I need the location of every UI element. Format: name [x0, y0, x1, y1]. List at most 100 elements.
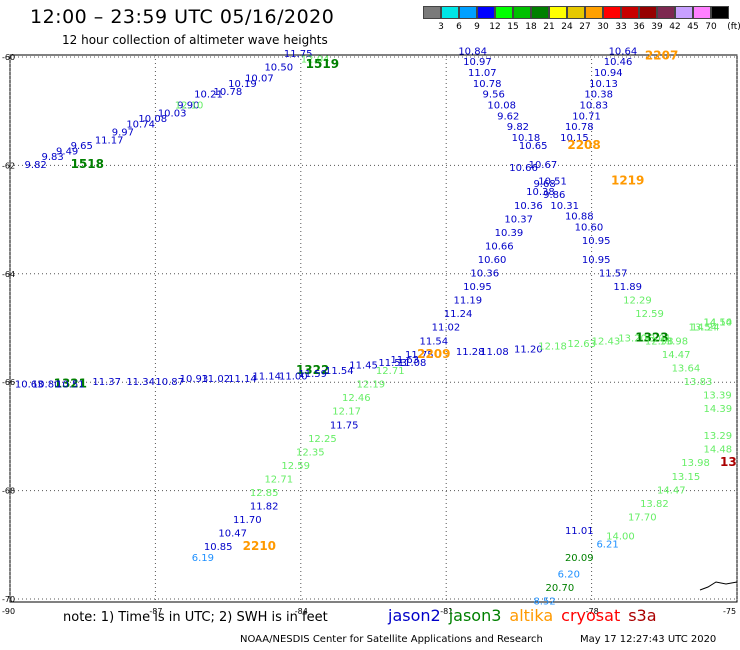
legend-swatch — [621, 6, 639, 19]
wave-height-label: 13.20 — [618, 334, 647, 345]
wave-height-label: 14.48 — [704, 445, 733, 456]
wave-height-label: 9.65 — [71, 141, 93, 152]
wave-height-label: 10.63 — [15, 380, 44, 391]
wave-height-label: 10.15 — [560, 133, 589, 144]
wave-height-label: 11.89 — [613, 282, 642, 293]
pass-id-label: 13 — [720, 455, 737, 469]
wave-height-label: 11.75 — [405, 350, 434, 361]
wave-height-label: 9.68 — [533, 179, 555, 190]
legend-swatch — [657, 6, 675, 19]
wave-height-label: 10.31 — [550, 201, 579, 212]
coastline — [699, 581, 738, 591]
lon-tick-label: -87 — [149, 607, 162, 616]
wave-height-label: 10.60 — [575, 222, 604, 233]
wave-height-label: 10.65 — [519, 141, 548, 152]
legend-swatch — [675, 6, 693, 19]
wave-height-label: 12.17 — [332, 407, 361, 418]
wave-height-label: 11.45 — [349, 361, 378, 372]
wave-height-label: 14.50 — [704, 317, 733, 328]
legend-swatch — [711, 6, 729, 19]
wave-height-label: 10.95 — [463, 282, 492, 293]
wave-height-label: 14.39 — [704, 404, 733, 415]
axis-labels: -60 -62 -64 -66 -68 -70 -90 -87 -84 -81 -78 -75 — [2, 53, 736, 616]
wave-height-label: 11.14 — [228, 374, 257, 385]
lat-tick-label: -70 — [2, 595, 15, 604]
wave-height-label: 11.20 — [514, 344, 543, 355]
legend-label: 18 — [525, 22, 537, 32]
wave-height-label: 11.08 — [480, 347, 509, 358]
wave-height-label: 10.88 — [565, 212, 594, 223]
wave-height-label: 10.66 — [509, 163, 538, 174]
track-labels: 9.829.839.499.65 11.179.9710.7410.0810.03… — [15, 46, 737, 607]
wave-height-label: 11.08 — [398, 358, 427, 369]
wave-height-label: 10.37 — [504, 214, 533, 225]
pass-id-label: 1219 — [611, 173, 644, 187]
wave-height-label: 12.29 — [623, 296, 652, 307]
wave-height-label: 11.34 — [126, 377, 155, 388]
pass-id-label: 2209 — [417, 347, 450, 361]
wave-height-label: 10.78 — [565, 122, 594, 133]
wave-height-label: 12.19 — [357, 380, 386, 391]
wave-height-label: 14.47 — [662, 350, 691, 361]
wave-height-label: 10.50 — [264, 63, 293, 74]
wave-height-label: 12.18 — [538, 342, 567, 353]
wave-height-label: 9.86 — [543, 190, 565, 201]
wave-height-label: 10.93 — [180, 374, 209, 385]
wave-height-label: 9.83 — [42, 152, 64, 163]
legend-swatch — [423, 6, 441, 19]
wave-height-label: 13.64 — [672, 363, 701, 374]
legend-label: 12 — [489, 22, 501, 32]
wave-height-label: 10.18 — [512, 133, 541, 144]
wave-height-label: 10.60 — [478, 255, 507, 266]
wave-height-label: 10.84 — [458, 46, 487, 57]
wave-height-label: 11.19 — [453, 296, 482, 307]
satellite-key-altika: altika — [509, 606, 554, 625]
legend-label: 3 — [438, 22, 444, 32]
legend-label: 6 — [456, 22, 462, 32]
wave-height-label: 13.83 — [684, 377, 713, 388]
wave-height-label: 10.66 — [485, 241, 514, 252]
pass-id-label: 2210 — [243, 539, 276, 553]
wave-height-label: 10.95 — [582, 236, 611, 247]
wave-height-label: 10.47 — [218, 529, 247, 540]
wave-height-label: 10.13 — [589, 79, 618, 90]
wave-height-label: 10.87 — [155, 377, 184, 388]
wave-height-label: 10.21 — [194, 90, 223, 101]
wave-height-label: 11.17 — [95, 136, 124, 147]
wave-height-label: 11.01 — [565, 526, 594, 537]
wave-height-label: 14.47 — [657, 485, 686, 496]
wave-height-label: 12.71 — [376, 366, 405, 377]
legend-label: 42 — [669, 22, 681, 32]
wave-height-label: 10.07 — [245, 73, 274, 84]
wave-height-label: 10.74 — [126, 119, 155, 130]
legend-label: 36 — [633, 22, 645, 32]
wave-height-label: 12.71 — [264, 474, 293, 485]
wave-height-label: 10.08 — [487, 100, 516, 111]
wave-height-label: 11.57 — [599, 269, 628, 280]
wave-height-label: 10.95 — [582, 255, 611, 266]
wave-height-label: 12.43 — [592, 336, 621, 347]
wave-height-label: 10.80 — [32, 380, 61, 391]
legend-swatch — [549, 6, 567, 19]
legend-swatch — [513, 6, 531, 19]
legend-swatch — [459, 6, 477, 19]
wave-height-label: 20.70 — [546, 583, 575, 594]
wave-height-label: 12.63 — [567, 339, 596, 350]
pass-id-label: 1321 — [54, 377, 87, 391]
pass-id-label: 2207 — [645, 49, 678, 63]
legend-label: 45 — [687, 22, 699, 32]
wave-height-label: 9.90 — [177, 100, 199, 111]
legend-swatch — [495, 6, 513, 19]
wave-height-label: 14.14 — [704, 317, 733, 328]
wave-height-label: 11.75 — [330, 420, 359, 431]
legend-swatch — [567, 6, 585, 19]
legend-swatch — [693, 6, 711, 19]
wave-height-label: 12.85 — [250, 488, 279, 499]
page-title: 12:00 – 23:59 UTC 05/16/2020 — [30, 6, 335, 28]
lat-tick-label: -60 — [2, 53, 15, 62]
wave-height-label: 6.21 — [596, 540, 618, 551]
satellite-key-jason2: jason2 — [388, 606, 441, 625]
wave-height-label: 11.14 — [252, 371, 281, 382]
wave-height-label: 13.82 — [640, 499, 669, 510]
